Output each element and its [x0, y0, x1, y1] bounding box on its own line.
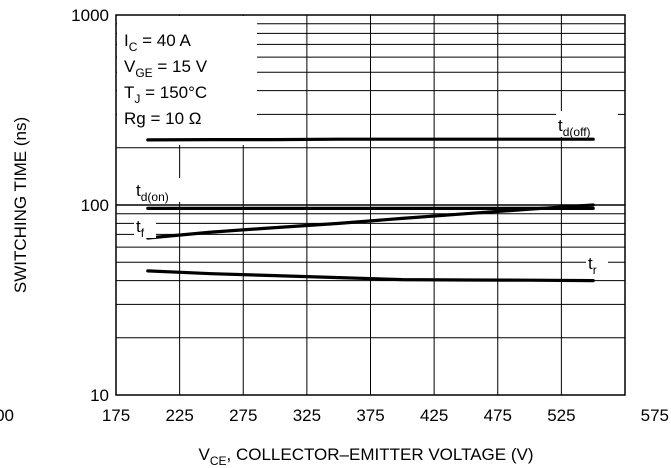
x-axis-ticks: 00 175 225 275 325 375 425 475 525 575 — [0, 406, 669, 425]
test-conditions-box: IC = 40 A VGE = 15 V TJ = 150°C Rg = 10 Ω — [117, 16, 257, 145]
y-tick-label: 100 — [81, 196, 109, 215]
condition-line: IC = 40 A — [124, 31, 191, 54]
x-tick-label-cropped: 00 — [0, 406, 14, 425]
series-label-background — [556, 111, 618, 137]
y-tick-label: 1000 — [71, 6, 109, 25]
series-line-t-r — [146, 269, 595, 283]
condition-line: VGE = 15 V — [124, 57, 208, 80]
y-tick-label: 10 — [90, 386, 109, 405]
x-tick-label: 325 — [293, 406, 321, 425]
condition-line: Rg = 10 Ω — [124, 109, 201, 128]
x-tick-label: 275 — [229, 406, 257, 425]
series-label: td(on) — [136, 181, 169, 204]
plot-frame — [115, 14, 626, 396]
x-tick-label: 375 — [356, 406, 384, 425]
x-tick-label: 225 — [165, 406, 193, 425]
condition-line: TJ = 150°C — [124, 83, 207, 106]
series-label: tf — [136, 217, 145, 240]
x-tick-label: 525 — [547, 406, 575, 425]
x-tick-label: 425 — [420, 406, 448, 425]
series-lines — [146, 137, 595, 283]
conditions-background — [117, 16, 257, 145]
series-label-background — [134, 216, 156, 238]
x-axis-label: VCE, COLLECTOR–EMITTER VOLTAGE (V) — [198, 445, 533, 468]
grid — [116, 15, 625, 395]
series-label: tr — [588, 254, 597, 277]
x-tick-label: 575 — [641, 406, 669, 425]
y-axis-ticks: 1000 100 10 — [71, 6, 109, 405]
x-tick-label: 175 — [102, 406, 130, 425]
series-label: td(off) — [558, 116, 591, 139]
series-label-background — [586, 253, 608, 275]
y-axis-label: SWITCHING TIME (ns) — [11, 117, 30, 293]
series-label-background — [134, 178, 196, 202]
series-line-t-d-off- — [146, 137, 595, 142]
x-tick-label: 475 — [484, 406, 512, 425]
series-labels: td(off) td(on) tf tr — [134, 111, 618, 277]
series-line-t-f — [146, 203, 595, 240]
